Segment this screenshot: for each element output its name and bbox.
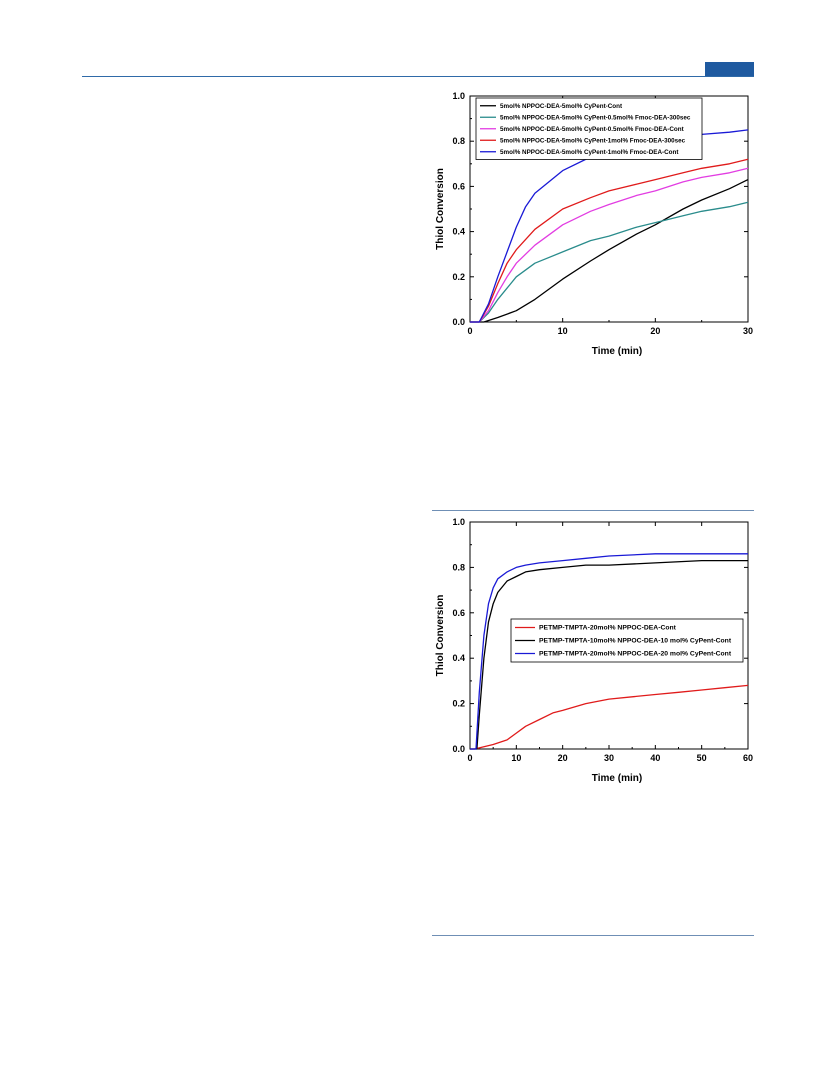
- y-tick-label: 1.0: [452, 91, 465, 101]
- legend-label: PETMP-TMPTA-20mol% NPPOC-DEA-Cont: [539, 625, 677, 632]
- legend-label: 5mol% NPPOC-DEA-5mol% CyPent-1mol% Fmoc-…: [500, 149, 679, 156]
- legend-label: 5mol% NPPOC-DEA-5mol% CyPent-Cont: [500, 103, 623, 110]
- series-line-1: [470, 559, 748, 750]
- legend-label: 5mol% NPPOC-DEA-5mol% CyPent-0.5mol% Fmo…: [500, 114, 691, 121]
- section-rule-bottom: [432, 935, 754, 936]
- section-rule-top: [432, 510, 754, 511]
- x-tick-label: 0: [467, 326, 472, 336]
- y-axis-title: Thiol Conversion: [435, 595, 446, 677]
- series-line-0: [470, 684, 749, 750]
- y-tick-label: 0.4: [452, 227, 465, 237]
- y-tick-label: 0.8: [452, 562, 465, 572]
- x-axis-title: Time (min): [592, 773, 642, 784]
- legend-box: [475, 97, 703, 160]
- x-tick-label: 30: [743, 326, 753, 336]
- x-tick-label: 10: [558, 326, 568, 336]
- y-tick-label: 0.6: [452, 181, 465, 191]
- legend-label: 5mol% NPPOC-DEA-5mol% CyPent-0.5mol% Fmo…: [500, 126, 685, 133]
- x-tick-label: 20: [558, 753, 568, 763]
- legend-label: PETMP-TMPTA-10mol% NPPOC-DEA-10 mol% CyP…: [539, 638, 732, 645]
- y-tick-label: 0.0: [452, 317, 465, 327]
- series-line-0: [470, 179, 749, 323]
- y-axis-title: Thiol Conversion: [435, 168, 446, 250]
- legend-box: [510, 618, 744, 663]
- legend-label: 5mol% NPPOC-DEA-5mol% CyPent-1mol% Fmoc-…: [500, 137, 686, 144]
- y-tick-label: 0.4: [452, 653, 465, 663]
- x-tick-label: 60: [743, 753, 753, 763]
- x-tick-label: 40: [650, 753, 660, 763]
- x-tick-label: 0: [467, 753, 472, 763]
- x-tick-label: 30: [604, 753, 614, 763]
- y-tick-label: 1.0: [452, 517, 465, 527]
- y-tick-label: 0.8: [452, 136, 465, 146]
- header-rule: [82, 76, 754, 77]
- y-tick-label: 0.2: [452, 272, 465, 282]
- x-tick-label: 50: [697, 753, 707, 763]
- series-line-2: [470, 553, 748, 750]
- series-line-2: [470, 167, 749, 323]
- x-tick-label: 20: [650, 326, 660, 336]
- header-tab: [705, 62, 754, 76]
- series-line-1: [470, 201, 749, 323]
- series-line-3: [470, 158, 749, 323]
- y-tick-label: 0.2: [452, 699, 465, 709]
- y-tick-label: 0.6: [452, 608, 465, 618]
- x-tick-label: 10: [511, 753, 521, 763]
- y-tick-label: 0.0: [452, 744, 465, 754]
- legend-label: PETMP-TMPTA-20mol% NPPOC-DEA-20 mol% CyP…: [539, 651, 732, 658]
- x-axis-title: Time (min): [592, 346, 642, 357]
